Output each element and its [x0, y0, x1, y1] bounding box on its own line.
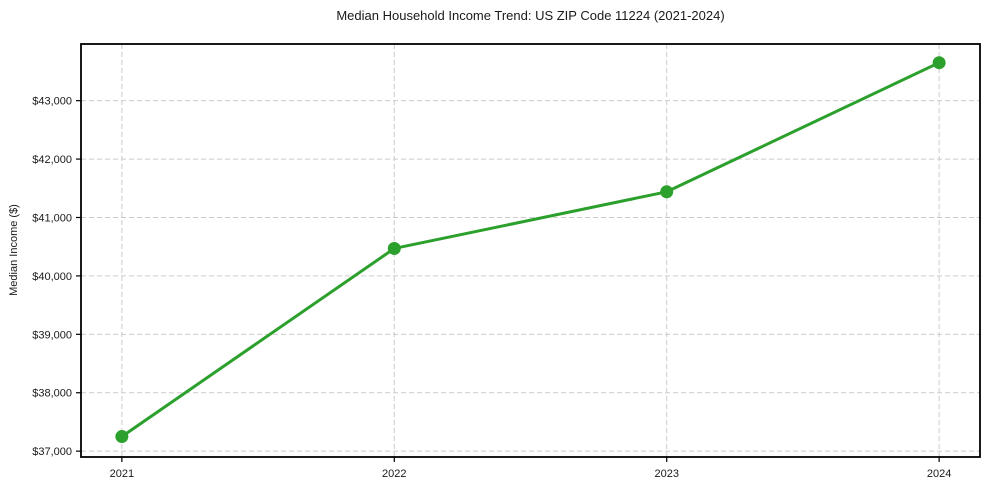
data-point-2024 — [932, 56, 946, 70]
y-tick-label: $42,000 — [32, 154, 72, 166]
x-tick-label: 2022 — [382, 468, 406, 480]
x-tick-label: 2023 — [654, 468, 678, 480]
y-tick-label: $37,000 — [32, 446, 72, 458]
data-point-2022 — [387, 241, 401, 255]
data-point-2021 — [115, 430, 129, 444]
y-tick-label: $43,000 — [32, 96, 72, 108]
x-tick-label: 2021 — [110, 468, 134, 480]
y-tick-label: $38,000 — [32, 388, 72, 400]
chart-title: Median Household Income Trend: US ZIP Co… — [336, 8, 725, 23]
y-tick-label: $40,000 — [32, 271, 72, 283]
x-tick-label: 2024 — [927, 468, 951, 480]
y-tick-label: $39,000 — [32, 329, 72, 341]
plot-border — [80, 43, 981, 458]
trend-line — [120, 61, 941, 439]
y-tick-label: $41,000 — [32, 212, 72, 224]
data-point-2023 — [660, 185, 674, 199]
